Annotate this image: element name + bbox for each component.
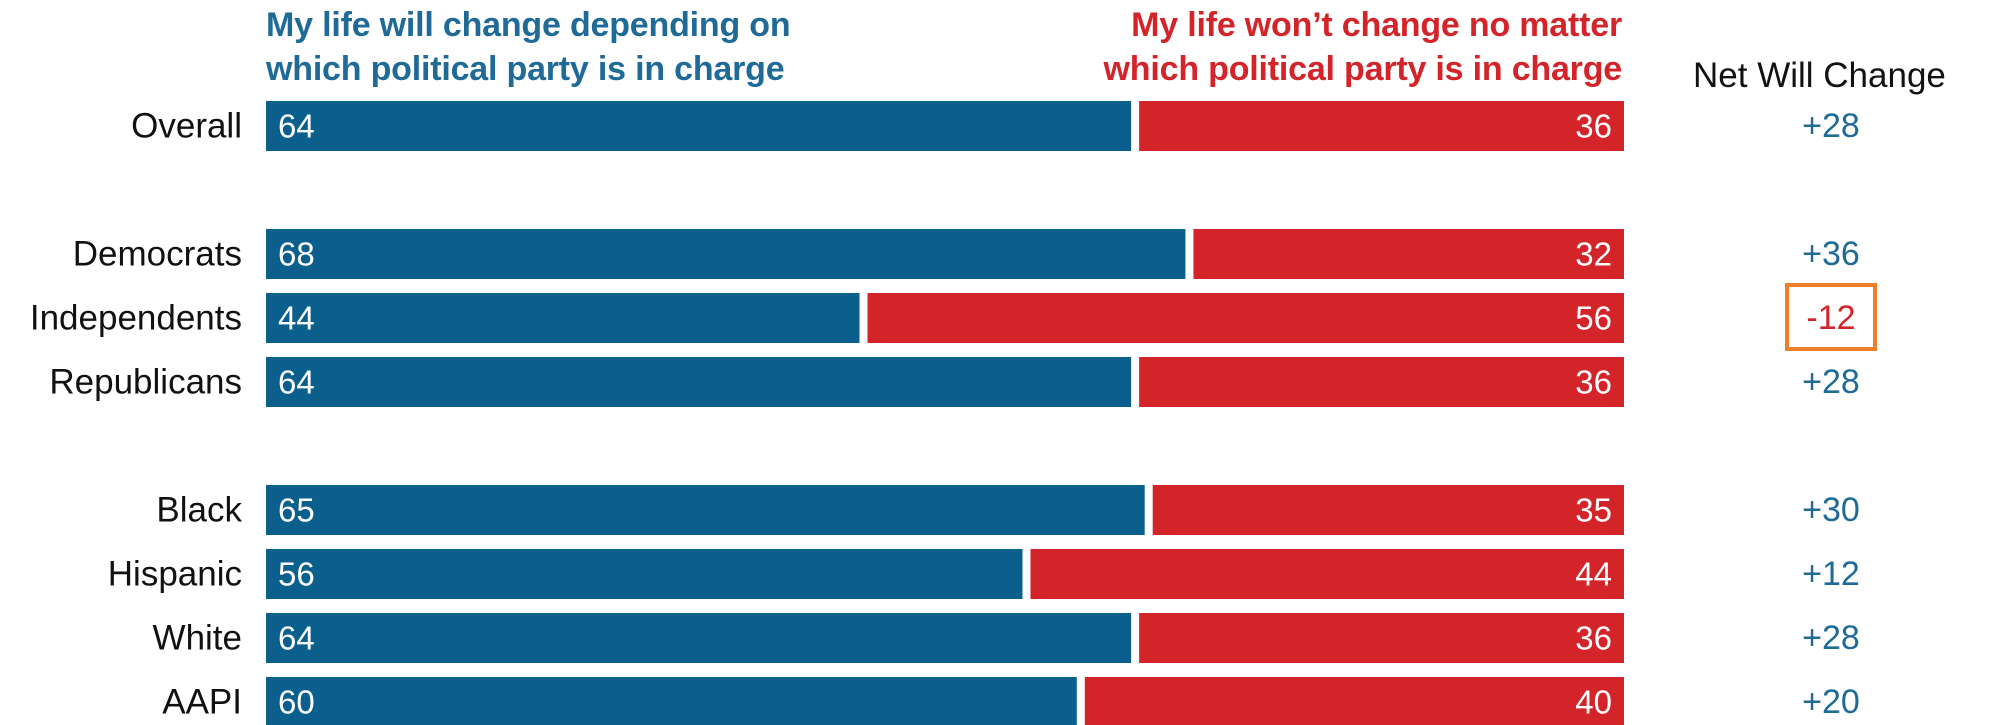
value-label-wont-change-republicans: 36 bbox=[1575, 364, 1612, 401]
legend-wont-change-line1: My life won’t change no matter bbox=[1131, 6, 1622, 44]
bar-will-change-republicans bbox=[266, 357, 1132, 407]
bar-will-change-overall bbox=[266, 101, 1132, 151]
bar-wont-change-overall bbox=[1139, 101, 1624, 151]
value-label-will-change-black: 65 bbox=[278, 492, 315, 529]
bar-will-change-white bbox=[266, 613, 1132, 663]
value-label-will-change-white: 64 bbox=[278, 620, 315, 657]
net-value-white: +28 bbox=[1802, 619, 1860, 657]
value-label-wont-change-overall: 36 bbox=[1575, 108, 1612, 145]
value-label-wont-change-aapi: 40 bbox=[1575, 684, 1612, 721]
bar-wont-change-republicans bbox=[1139, 357, 1624, 407]
value-label-wont-change-independents: 56 bbox=[1575, 300, 1612, 337]
category-label-independents: Independents bbox=[30, 299, 242, 338]
category-label-republicans: Republicans bbox=[49, 363, 242, 402]
value-label-will-change-hispanic: 56 bbox=[278, 556, 315, 593]
category-label-black: Black bbox=[156, 491, 242, 530]
net-value-independents: -12 bbox=[1806, 299, 1855, 337]
category-label-overall: Overall bbox=[131, 107, 242, 146]
value-label-wont-change-white: 36 bbox=[1575, 620, 1612, 657]
value-label-will-change-aapi: 60 bbox=[278, 684, 315, 721]
bar-will-change-hispanic bbox=[266, 549, 1023, 599]
net-value-overall: +28 bbox=[1802, 107, 1860, 145]
bar-will-change-democrats bbox=[266, 229, 1186, 279]
value-label-will-change-republicans: 64 bbox=[278, 364, 315, 401]
net-value-hispanic: +12 bbox=[1802, 555, 1860, 593]
category-label-aapi: AAPI bbox=[162, 683, 242, 722]
value-label-will-change-independents: 44 bbox=[278, 300, 315, 337]
bar-wont-change-white bbox=[1139, 613, 1624, 663]
net-highlight-box-independents bbox=[1785, 283, 1877, 351]
net-value-democrats: +36 bbox=[1802, 235, 1860, 273]
net-value-aapi: +20 bbox=[1802, 683, 1860, 721]
legend-wont-change-line2: which political party is in charge bbox=[1103, 50, 1623, 88]
bar-wont-change-hispanic bbox=[1030, 549, 1624, 599]
category-label-white: White bbox=[153, 619, 242, 658]
bar-will-change-independents bbox=[266, 293, 860, 343]
bar-wont-change-black bbox=[1152, 485, 1624, 535]
category-label-democrats: Democrats bbox=[73, 235, 242, 274]
category-label-hispanic: Hispanic bbox=[108, 555, 242, 594]
legend-wont-change: My life won’t change no matter which pol… bbox=[1103, 3, 1623, 91]
net-value-black: +30 bbox=[1802, 491, 1860, 529]
net-will-change-header: Net Will Change bbox=[1693, 56, 1946, 95]
bar-wont-change-aapi bbox=[1084, 677, 1624, 725]
bar-will-change-aapi bbox=[266, 677, 1077, 725]
legend-will-change: My life will change depending on which p… bbox=[266, 3, 791, 91]
net-value-republicans: +28 bbox=[1802, 363, 1860, 401]
bar-wont-change-democrats bbox=[1193, 229, 1624, 279]
legend-will-change-line1: My life will change depending on bbox=[266, 6, 791, 44]
bar-will-change-black bbox=[266, 485, 1145, 535]
value-label-wont-change-black: 35 bbox=[1575, 492, 1612, 529]
value-label-will-change-overall: 64 bbox=[278, 108, 315, 145]
legend-will-change-line2: which political party is in charge bbox=[266, 50, 785, 88]
value-label-will-change-democrats: 68 bbox=[278, 236, 315, 273]
value-label-wont-change-hispanic: 44 bbox=[1575, 556, 1612, 593]
bar-wont-change-independents bbox=[867, 293, 1624, 343]
value-label-wont-change-democrats: 32 bbox=[1575, 236, 1612, 273]
